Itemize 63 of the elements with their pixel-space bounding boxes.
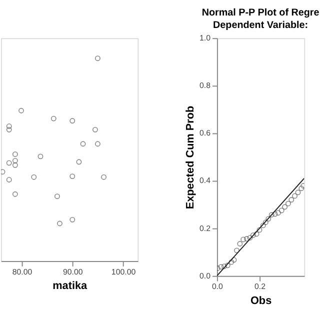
point [70, 174, 76, 180]
point [295, 190, 301, 196]
y-tick-label: 1.0 [200, 34, 212, 43]
point [38, 154, 44, 160]
point [54, 194, 60, 200]
point [70, 118, 76, 124]
point [272, 211, 278, 217]
x-tick-label: 90.00 [62, 267, 84, 276]
point [76, 159, 82, 165]
point [292, 193, 298, 199]
point [221, 264, 227, 270]
point [6, 124, 12, 129]
point [288, 197, 294, 202]
point [298, 186, 304, 192]
point [224, 262, 230, 268]
point [94, 141, 100, 147]
point [231, 257, 237, 263]
point [275, 210, 281, 216]
point [256, 227, 262, 233]
point [262, 220, 268, 226]
y-tick-label: 0.8 [200, 81, 212, 90]
y-axis-title: Expected Cum Prob [184, 105, 197, 210]
point [6, 177, 12, 182]
point [31, 174, 37, 180]
chart-title: Normal P-P Plot of Regre [202, 7, 320, 18]
y-tick-label: 0.2 [200, 224, 211, 233]
point [266, 216, 272, 222]
point [285, 200, 291, 206]
y-tick-label: 0.4 [200, 176, 212, 186]
point [282, 204, 288, 210]
point [244, 236, 250, 242]
point [234, 248, 240, 254]
point [247, 235, 253, 241]
point [6, 126, 12, 132]
point [237, 241, 243, 246]
y-tick-label: 0.6 [200, 128, 212, 138]
point [228, 259, 234, 265]
point [278, 208, 284, 214]
point [254, 231, 260, 237]
x-tick-label: 80.00 [12, 267, 33, 276]
x-axis-title: matika [52, 280, 88, 292]
point [260, 222, 266, 228]
point [57, 220, 62, 226]
x-axis-title: Obs [250, 295, 272, 308]
point [12, 191, 18, 197]
point [12, 158, 18, 164]
point [12, 151, 18, 157]
point [80, 141, 86, 147]
point [101, 174, 107, 180]
point [18, 108, 24, 114]
point [0, 169, 6, 175]
point [92, 126, 98, 132]
point [268, 212, 274, 218]
point [94, 56, 100, 62]
point [70, 216, 76, 222]
point [50, 116, 56, 122]
point [250, 232, 256, 238]
point [6, 160, 12, 166]
point [218, 264, 224, 270]
x-tick-label: 100.00 [111, 267, 136, 276]
point [240, 236, 246, 242]
chart-subtitle: Dependent Variable: [213, 20, 308, 32]
point [12, 162, 18, 168]
